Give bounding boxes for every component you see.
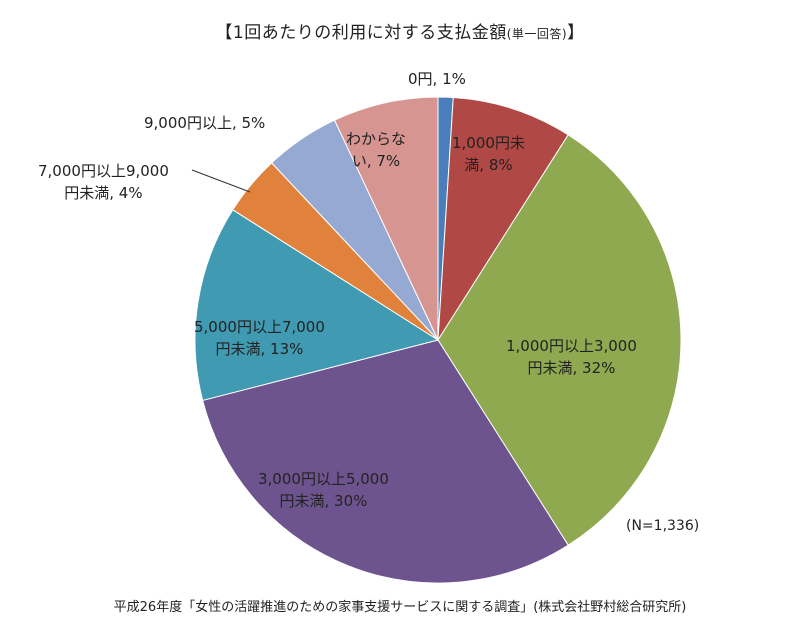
sample-size: (N=1,336) [626, 518, 700, 534]
chart-title: 【1回あたりの利用に対する支払金額(単一回答)】 [0, 18, 800, 43]
label-9000-plus: 9,000円以上, 5% [144, 114, 266, 132]
label-3000-5000: 3,000円以上5,000 円未満, 30% [258, 470, 389, 510]
leader-line [191, 169, 251, 193]
pie-slice [202, 339, 569, 584]
pie-slice [437, 96, 569, 341]
pie-slice [333, 96, 439, 341]
source-note: 平成26年度「女性の活躍推進のための家事支援サービスに関する調査」(株式会社野村… [113, 600, 687, 615]
label-1000-3000: 1,000円以上3,000 円未満, 32% [506, 337, 637, 377]
pie-slices [194, 96, 682, 584]
label-under-1000: 1,000円未 満, 8% [452, 134, 525, 174]
label-0yen: 0円, 1% [408, 70, 466, 88]
title-text: 【1回あたりの利用に対する支払金額 [215, 23, 507, 43]
label-7000-9000: 7,000円以上9,000 円未満, 4% [38, 162, 169, 202]
label-unknown: わからな い, 7% [346, 130, 407, 170]
pie-slice [437, 134, 682, 546]
title-suffix: (単一回答) [506, 27, 568, 41]
label-5000-7000: 5,000円以上7,000 円未満, 13% [194, 318, 325, 358]
title-close: 】 [567, 23, 585, 43]
pie-slice [194, 209, 440, 402]
